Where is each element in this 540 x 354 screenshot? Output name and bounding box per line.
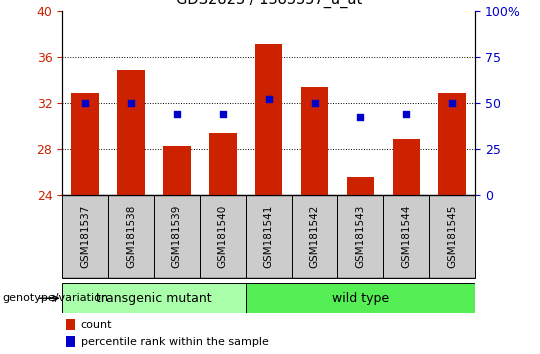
Text: transgenic mutant: transgenic mutant	[96, 292, 212, 305]
Point	[402, 111, 410, 116]
Bar	[62, 195, 108, 278]
Title: GDS2823 / 1383357_a_at: GDS2823 / 1383357_a_at	[176, 0, 362, 8]
Bar	[429, 195, 475, 278]
Text: wild type: wild type	[332, 292, 389, 305]
Bar	[438, 93, 466, 195]
Text: GSM181538: GSM181538	[126, 205, 136, 268]
Point	[310, 100, 319, 105]
Bar	[62, 283, 246, 313]
Bar	[66, 336, 75, 347]
Point	[356, 115, 365, 120]
Text: GSM181539: GSM181539	[172, 205, 182, 268]
Bar	[292, 195, 338, 278]
Bar	[66, 319, 75, 330]
Point	[81, 100, 90, 105]
Bar	[255, 44, 282, 195]
Text: GSM181540: GSM181540	[218, 205, 228, 268]
Bar	[154, 195, 200, 278]
Point	[172, 111, 181, 116]
Text: GSM181543: GSM181543	[355, 205, 366, 268]
Bar	[209, 133, 237, 195]
Text: GSM181544: GSM181544	[401, 205, 411, 268]
Text: GSM181542: GSM181542	[309, 205, 320, 268]
Text: GSM181537: GSM181537	[80, 205, 90, 268]
Bar	[71, 93, 99, 195]
Bar	[246, 195, 292, 278]
Bar	[108, 195, 154, 278]
Point	[448, 100, 456, 105]
Text: GSM181545: GSM181545	[447, 205, 457, 268]
Bar	[347, 177, 374, 195]
Bar	[200, 195, 246, 278]
Text: percentile rank within the sample: percentile rank within the sample	[80, 337, 268, 347]
Bar	[383, 195, 429, 278]
Bar	[393, 139, 420, 195]
Point	[218, 111, 227, 116]
Point	[265, 96, 273, 102]
Text: GSM181541: GSM181541	[264, 205, 274, 268]
Text: genotype/variation: genotype/variation	[3, 293, 109, 303]
Bar	[338, 195, 383, 278]
Bar	[246, 283, 475, 313]
Text: count: count	[80, 320, 112, 330]
Bar	[301, 86, 328, 195]
Bar	[117, 70, 145, 195]
Point	[126, 100, 135, 105]
Bar	[163, 147, 191, 195]
